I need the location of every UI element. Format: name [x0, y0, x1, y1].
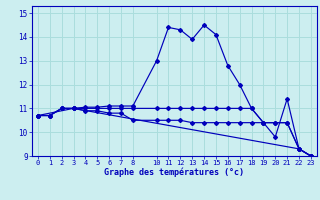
X-axis label: Graphe des températures (°c): Graphe des températures (°c): [104, 168, 244, 177]
